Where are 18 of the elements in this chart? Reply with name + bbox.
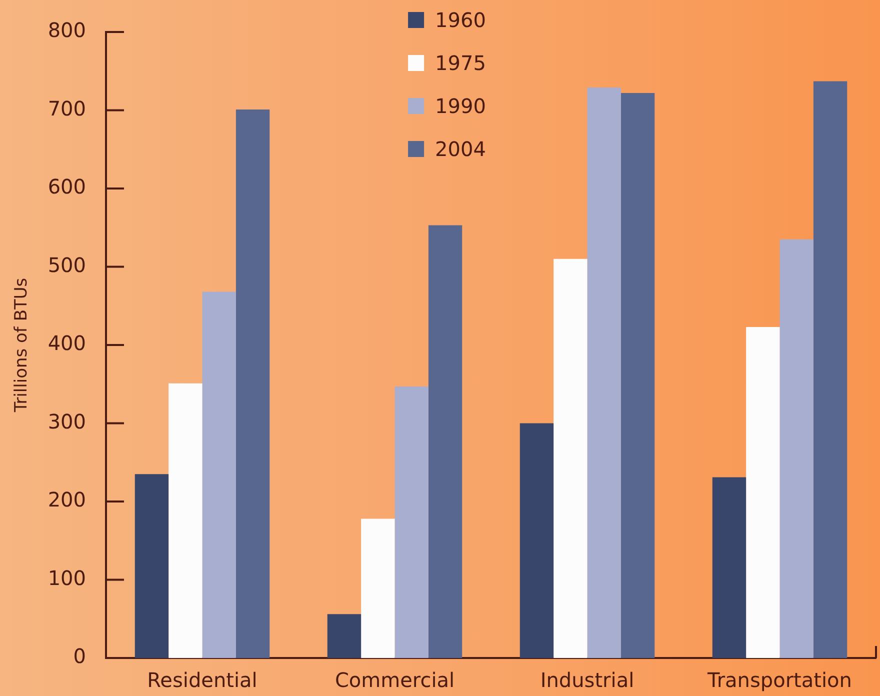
y-tick-label: 800 <box>48 18 86 42</box>
legend-label: 1960 <box>435 8 486 32</box>
x-tick-label: Transportation <box>706 668 852 692</box>
y-tick-label: 600 <box>48 174 86 199</box>
x-tick-label: Residential <box>147 668 258 692</box>
legend-label: 2004 <box>435 137 486 161</box>
y-tick-label: 200 <box>48 488 86 512</box>
y-axis-title: Trillions of BTUs <box>12 278 32 414</box>
y-tick-label: 0 <box>73 644 86 668</box>
x-tick-label: Commercial <box>334 668 455 692</box>
y-tick-label: 500 <box>48 252 86 277</box>
y-tick-label: 700 <box>48 96 86 120</box>
y-tick-label: 100 <box>48 566 86 590</box>
y-tick-label: 400 <box>48 331 86 356</box>
x-tick-label: Industrial <box>540 668 634 692</box>
y-tick-label: 300 <box>48 409 86 434</box>
legend-label: 1975 <box>435 51 486 75</box>
legend-label: 1990 <box>435 94 486 118</box>
